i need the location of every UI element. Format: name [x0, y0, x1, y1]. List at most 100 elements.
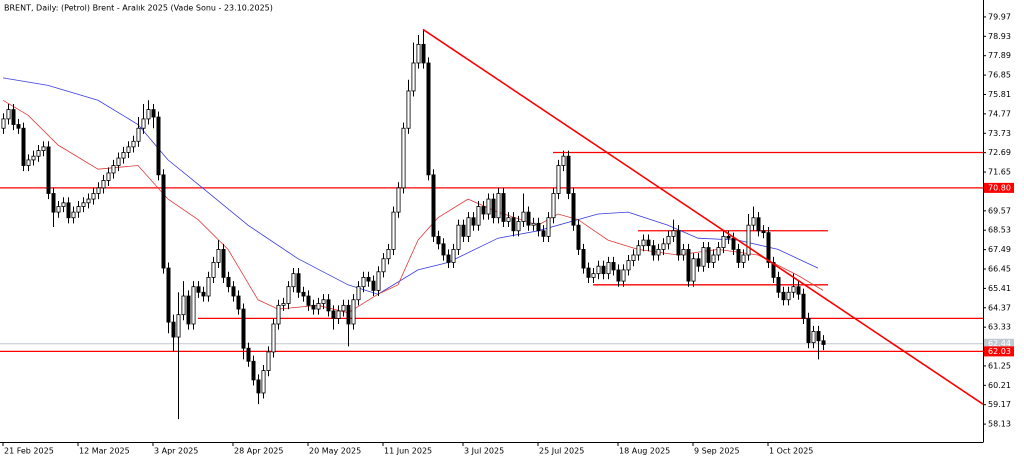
candle-body [791, 286, 796, 293]
candle-body [261, 370, 266, 394]
x-tick-label: 18 Aug 2025 [619, 447, 670, 456]
candle-body [91, 193, 96, 200]
candle-body [751, 217, 756, 226]
price-label: 62.03 [988, 347, 1011, 356]
candle-body [281, 303, 286, 306]
candle-body [16, 124, 21, 129]
candle-body [271, 323, 276, 353]
candle-body [226, 276, 231, 288]
candle-body [706, 247, 711, 263]
candle-body [81, 202, 86, 207]
candle-body [731, 237, 736, 250]
candle-body [121, 152, 126, 159]
candle-body [621, 269, 626, 282]
candle-body [186, 295, 191, 325]
candle-body [51, 193, 56, 213]
candle-body [746, 224, 751, 256]
x-tick-label: 20 May 2025 [309, 447, 361, 456]
candle-body [266, 351, 271, 371]
y-tick-label: 60.21 [988, 381, 1011, 390]
candle-body [386, 249, 391, 260]
candle-body [816, 331, 821, 342]
candle-body [231, 286, 236, 297]
candle-body [506, 217, 511, 222]
candle-body [316, 303, 321, 310]
candle-body [571, 193, 576, 226]
y-tick-label: 74.77 [988, 109, 1011, 118]
candle-body [606, 262, 611, 275]
candle-body [346, 304, 351, 325]
candle-body [781, 291, 786, 301]
candle-body [666, 235, 671, 245]
candle-body [311, 304, 316, 310]
candle-body [326, 299, 331, 312]
candle-body [581, 249, 586, 269]
candle-body [551, 193, 556, 219]
y-tick-label: 79.97 [988, 12, 1011, 21]
candle-body [641, 239, 646, 247]
candle-body [221, 249, 226, 278]
y-tick-label: 77.89 [988, 51, 1011, 60]
candle-body [86, 198, 91, 204]
candle-body [711, 254, 716, 263]
candle-body [141, 118, 146, 129]
candle-body [556, 165, 561, 194]
candle-body [501, 193, 506, 222]
candle-body [411, 62, 416, 92]
candle-body [201, 291, 206, 297]
candle-body [461, 224, 466, 237]
candle-body [806, 317, 811, 344]
candle-body [96, 187, 101, 194]
candle-body [306, 295, 311, 306]
price-label-box [984, 182, 1014, 193]
candle-body [286, 286, 291, 304]
candle-body [376, 271, 381, 291]
y-tick-label: 68.53 [988, 226, 1011, 235]
price-label-box [984, 338, 1014, 349]
candle-body [6, 109, 11, 120]
x-tick-label: 28 Apr 2025 [234, 447, 283, 456]
candle-body [801, 293, 806, 319]
candle-body [661, 243, 666, 250]
candle-body [821, 340, 826, 345]
candle-body [636, 245, 641, 256]
candle-body [721, 235, 726, 248]
candle-body [546, 217, 551, 237]
candle-body [691, 258, 696, 282]
x-tick-label: 11 Jun 2025 [384, 447, 432, 456]
candle-body [351, 299, 356, 325]
candle-body [31, 155, 36, 161]
candle-body [331, 310, 336, 319]
candle-body [776, 276, 781, 293]
candle-body [61, 202, 66, 207]
candle-body [486, 198, 491, 215]
y-tick-label: 72.69 [988, 148, 1011, 157]
candle-body [476, 206, 481, 226]
candle-body [736, 249, 741, 263]
candle-body [381, 258, 386, 273]
candle-body [46, 146, 51, 194]
trend-line [422, 28, 984, 405]
candle-body [371, 280, 376, 291]
candle-body [151, 109, 156, 118]
candle-body [276, 304, 281, 325]
x-tick-label: 25 Jul 2025 [539, 447, 584, 456]
candle-body [71, 211, 76, 219]
candle-body [301, 291, 306, 297]
candle-body [796, 286, 801, 295]
candle-body [256, 379, 261, 394]
candle-body [336, 310, 341, 319]
candle-body [576, 224, 581, 250]
candle-body [761, 230, 766, 234]
y-tick-label: 58.13 [988, 420, 1011, 429]
candle-body [451, 249, 456, 263]
candle-body [441, 243, 446, 256]
candle-body [516, 221, 521, 232]
candle-body [786, 291, 791, 301]
candle-body [1, 118, 6, 129]
candle-body [21, 127, 26, 166]
candle-body [211, 262, 216, 278]
candle-body [701, 247, 706, 267]
candle-body [561, 155, 566, 166]
